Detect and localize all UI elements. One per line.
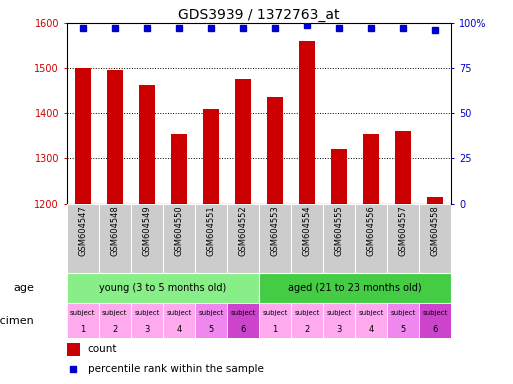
- Bar: [331, 149, 347, 204]
- Text: subject: subject: [199, 310, 224, 316]
- Text: 5: 5: [208, 325, 213, 334]
- Text: 3: 3: [337, 325, 342, 334]
- Text: subject: subject: [391, 310, 416, 316]
- Bar: [163, 303, 195, 338]
- Bar: [323, 303, 355, 338]
- Text: GSM604551: GSM604551: [206, 205, 215, 256]
- Text: 1: 1: [80, 325, 85, 334]
- Bar: [131, 303, 163, 338]
- Bar: [98, 303, 131, 338]
- Text: subject: subject: [359, 310, 384, 316]
- Bar: [163, 204, 195, 273]
- Bar: [259, 303, 291, 338]
- Text: subject: subject: [230, 310, 255, 316]
- Text: aged (21 to 23 months old): aged (21 to 23 months old): [288, 283, 422, 293]
- Bar: [291, 204, 323, 273]
- Bar: [171, 134, 187, 204]
- Text: 3: 3: [144, 325, 149, 334]
- Text: GSM604554: GSM604554: [303, 205, 312, 256]
- Bar: [355, 204, 387, 273]
- Bar: [227, 204, 259, 273]
- Text: subject: subject: [70, 310, 95, 316]
- Bar: [299, 41, 315, 204]
- Bar: [203, 109, 219, 204]
- Text: 4: 4: [176, 325, 182, 334]
- Text: subject: subject: [294, 310, 320, 316]
- Bar: [195, 303, 227, 338]
- Bar: [291, 303, 323, 338]
- Bar: [420, 303, 451, 338]
- Text: specimen: specimen: [0, 316, 34, 326]
- Text: young (3 to 5 months old): young (3 to 5 months old): [99, 283, 227, 293]
- Bar: [98, 204, 131, 273]
- Bar: [387, 204, 420, 273]
- Text: age: age: [14, 283, 34, 293]
- Bar: [323, 204, 355, 273]
- Bar: [67, 303, 98, 338]
- Text: GSM604557: GSM604557: [399, 205, 408, 257]
- Text: GSM604547: GSM604547: [78, 205, 87, 257]
- Bar: [67, 204, 98, 273]
- Bar: [227, 303, 259, 338]
- Text: GSM604555: GSM604555: [334, 205, 344, 256]
- Text: GSM604549: GSM604549: [142, 205, 151, 256]
- Bar: [67, 343, 80, 356]
- Text: GSM604552: GSM604552: [239, 205, 248, 256]
- Text: subject: subject: [134, 310, 160, 316]
- Text: GSM604556: GSM604556: [367, 205, 376, 257]
- Bar: [131, 204, 163, 273]
- Text: 6: 6: [433, 325, 438, 334]
- Text: subject: subject: [263, 310, 288, 316]
- Text: subject: subject: [423, 310, 448, 316]
- Text: percentile rank within the sample: percentile rank within the sample: [88, 364, 264, 374]
- Text: subject: subject: [327, 310, 352, 316]
- Text: subject: subject: [102, 310, 127, 316]
- Bar: [355, 303, 387, 338]
- Text: GSM604553: GSM604553: [270, 205, 280, 257]
- Bar: [259, 273, 451, 303]
- Bar: [267, 98, 283, 204]
- Bar: [139, 85, 155, 204]
- Text: 2: 2: [112, 325, 117, 334]
- Bar: [195, 204, 227, 273]
- Bar: [427, 197, 443, 204]
- Text: 6: 6: [241, 325, 246, 334]
- Bar: [235, 79, 251, 204]
- Bar: [363, 134, 379, 204]
- Text: GSM604558: GSM604558: [431, 205, 440, 257]
- Bar: [107, 70, 123, 204]
- Bar: [75, 68, 91, 204]
- Text: 5: 5: [401, 325, 406, 334]
- Bar: [396, 131, 411, 204]
- Text: 2: 2: [305, 325, 310, 334]
- Title: GDS3939 / 1372763_at: GDS3939 / 1372763_at: [179, 8, 340, 22]
- Bar: [67, 273, 259, 303]
- Text: GSM604550: GSM604550: [174, 205, 184, 256]
- Bar: [259, 204, 291, 273]
- Bar: [387, 303, 420, 338]
- Text: subject: subject: [166, 310, 191, 316]
- Text: 4: 4: [369, 325, 374, 334]
- Text: 1: 1: [272, 325, 278, 334]
- Bar: [420, 204, 451, 273]
- Text: GSM604548: GSM604548: [110, 205, 120, 257]
- Text: count: count: [88, 344, 117, 354]
